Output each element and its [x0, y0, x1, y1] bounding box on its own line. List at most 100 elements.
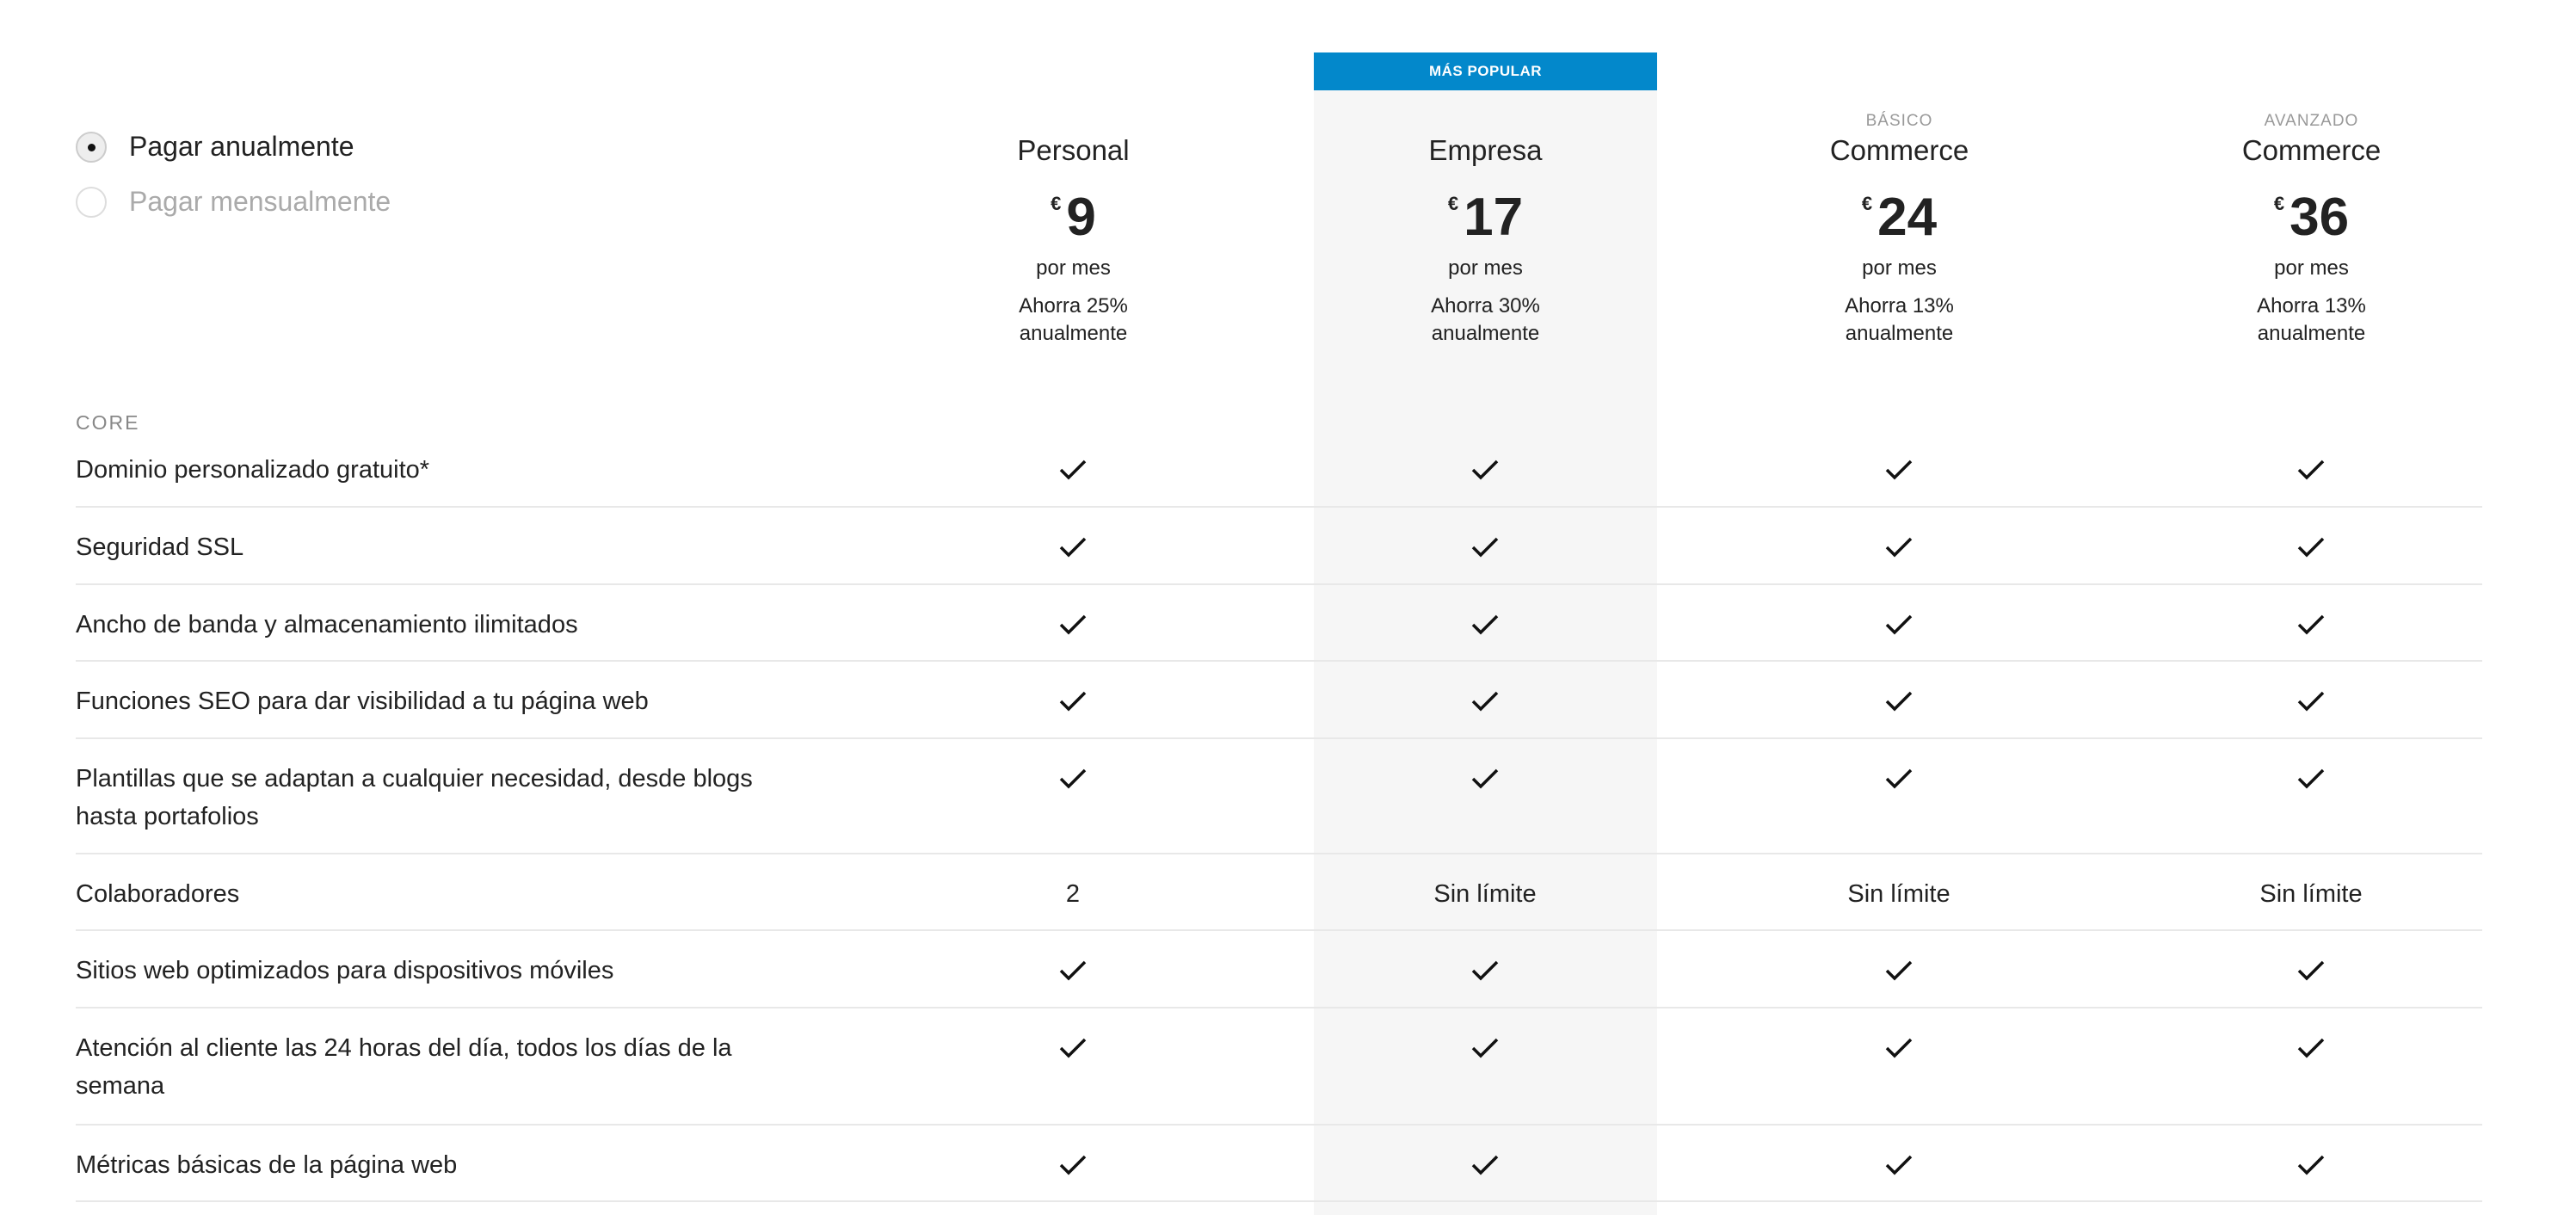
- feature-row: Atención al cliente las 24 horas del día…: [76, 1008, 2482, 1126]
- check-icon: [2182, 1029, 2440, 1071]
- price-period: por mes: [1036, 256, 1111, 280]
- pay-annually-radio[interactable]: Pagar anualmente: [76, 131, 354, 163]
- price-period: por mes: [1448, 256, 1523, 280]
- plan-price: €9: [902, 189, 1245, 246]
- check-icon: [944, 952, 1202, 994]
- plan-header-3: AVANZADO Commerce €36 por mes Ahorra 13%…: [2140, 112, 2483, 348]
- savings-note: anualmente: [1845, 322, 1954, 345]
- check-icon: [944, 451, 1202, 493]
- popular-column-highlight: [1314, 52, 1657, 1215]
- savings-note: anualmente: [1431, 322, 1540, 345]
- check-icon: [944, 606, 1202, 648]
- check-icon: [1356, 451, 1614, 493]
- annual-savings: Ahorra 13% anualmente: [2140, 293, 2483, 348]
- feature-value: Sin límite: [1847, 880, 1950, 908]
- savings-note: anualmente: [1019, 322, 1128, 345]
- feature-label: Seguridad SSL: [76, 533, 244, 561]
- feature-value: Sin límite: [1433, 880, 1537, 908]
- price-period: por mes: [1862, 256, 1937, 280]
- plan-header-1: Empresa €17 por mes Ahorra 30% anualmente: [1314, 112, 1657, 348]
- feature-label: Funciones SEO para dar visibilidad a tu …: [76, 688, 649, 715]
- radio-selected-icon: [76, 131, 107, 163]
- savings-percent: Ahorra 25%: [1019, 294, 1128, 318]
- check-icon: [944, 528, 1202, 570]
- price-amount: 9: [1066, 188, 1096, 247]
- check-icon: [2182, 606, 2440, 648]
- feature-table: Dominio personalizado gratuito* Seguridad…: [76, 430, 2482, 1202]
- plan-name: Commerce: [2241, 134, 2382, 166]
- check-icon: [944, 1146, 1202, 1188]
- most-popular-badge: MÁS POPULAR: [1314, 52, 1657, 90]
- plan-price: €17: [1314, 189, 1657, 246]
- check-icon: [1770, 606, 2028, 648]
- price-amount: 36: [2289, 188, 2350, 247]
- feature-label: Métricas básicas de la página web: [76, 1151, 458, 1179]
- plan-header-0: Personal €9 por mes Ahorra 25% anualmente: [902, 112, 1245, 348]
- section-heading-core: CORE: [76, 411, 140, 434]
- check-icon: [2182, 528, 2440, 570]
- check-icon: [944, 682, 1202, 725]
- plan-tier: [902, 112, 1245, 134]
- check-icon: [2182, 760, 2440, 802]
- check-icon: [944, 1029, 1202, 1071]
- check-icon: [1770, 528, 2028, 570]
- feature-label: Ancho de banda y almacenamiento ilimitad…: [76, 611, 578, 638]
- feature-row: Seguridad SSL: [76, 508, 2482, 585]
- pay-monthly-radio[interactable]: Pagar mensualmente: [76, 186, 391, 218]
- plan-header-2: BÁSICO Commerce €24 por mes Ahorra 13% an…: [1728, 112, 2071, 348]
- check-icon: [1770, 1029, 2028, 1071]
- currency-symbol: €: [1861, 193, 1873, 214]
- check-icon: [1356, 1146, 1614, 1188]
- feature-label: Dominio personalizado gratuito*: [76, 456, 430, 484]
- check-icon: [2182, 952, 2440, 994]
- price-period: por mes: [2274, 256, 2349, 280]
- feature-label: Sitios web optimizados para dispositivos…: [76, 957, 614, 984]
- savings-percent: Ahorra 13%: [2257, 294, 2366, 318]
- check-icon: [1356, 606, 1614, 648]
- check-icon: [1770, 682, 2028, 725]
- feature-label: Plantillas que se adaptan a cualquier ne…: [76, 765, 753, 830]
- plan-name: Commerce: [1829, 134, 1969, 166]
- price-amount: 24: [1877, 188, 1938, 247]
- check-icon: [1356, 1029, 1614, 1071]
- feature-row: Dominio personalizado gratuito*: [76, 430, 2482, 508]
- pay-monthly-label: Pagar mensualmente: [129, 186, 391, 217]
- currency-symbol: €: [1447, 193, 1459, 214]
- annual-savings: Ahorra 25% anualmente: [902, 293, 1245, 348]
- currency-symbol: €: [1051, 193, 1062, 214]
- feature-row: Funciones SEO para dar visibilidad a tu …: [76, 662, 2482, 739]
- price-amount: 17: [1464, 188, 1524, 247]
- plan-tier: AVANZADO: [2264, 112, 2359, 130]
- feature-row: Plantillas que se adaptan a cualquier ne…: [76, 739, 2482, 854]
- savings-percent: Ahorra 30%: [1431, 294, 1540, 318]
- savings-percent: Ahorra 13%: [1845, 294, 1954, 318]
- plan-tier: BÁSICO: [1865, 112, 1933, 130]
- check-icon: [2182, 682, 2440, 725]
- check-icon: [2182, 451, 2440, 493]
- check-icon: [1356, 528, 1614, 570]
- savings-note: anualmente: [2257, 322, 2366, 345]
- check-icon: [1356, 760, 1614, 802]
- feature-label: Colaboradores: [76, 880, 240, 908]
- check-icon: [1770, 952, 2028, 994]
- plan-price: €36: [2140, 189, 2483, 246]
- feature-row: Sitios web optimizados para dispositivos…: [76, 931, 2482, 1008]
- feature-row: Colaboradores 2 Sin límite Sin límite Sin lí…: [76, 854, 2482, 931]
- pay-annually-label: Pagar anualmente: [129, 131, 354, 162]
- plan-price: €24: [1728, 189, 2071, 246]
- annual-savings: Ahorra 30% anualmente: [1314, 293, 1657, 348]
- annual-savings: Ahorra 13% anualmente: [1728, 293, 2071, 348]
- feature-row: Ancho de banda y almacenamiento ilimitad…: [76, 585, 2482, 662]
- check-icon: [2182, 1146, 2440, 1188]
- check-icon: [1770, 760, 2028, 802]
- feature-row: Métricas básicas de la página web: [76, 1126, 2482, 1202]
- check-icon: [944, 760, 1202, 802]
- feature-value: 2: [1065, 880, 1081, 908]
- radio-unselected-icon: [76, 186, 107, 218]
- feature-value: Sin límite: [2259, 880, 2363, 908]
- check-icon: [1770, 1146, 2028, 1188]
- check-icon: [1356, 952, 1614, 994]
- plan-tier: [1314, 112, 1657, 134]
- feature-label: Atención al cliente las 24 horas del día…: [76, 1034, 732, 1100]
- plan-name: Personal: [1017, 134, 1130, 166]
